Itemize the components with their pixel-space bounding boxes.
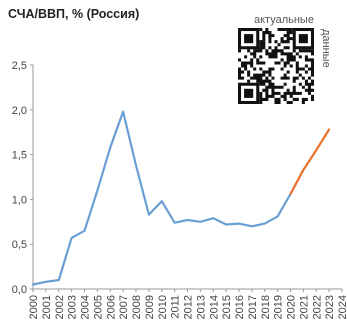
y-tick-label: 2,0 [12, 105, 27, 117]
y-tick-label: 1,0 [12, 194, 27, 206]
qr-finder-inner [244, 88, 254, 98]
chart-title: СЧА/ВВП, % (Россия) [8, 7, 140, 21]
x-axis-ticks: 2000 2001 2002 2003 2004 2005 2006 2007 2008 2009… [28, 289, 347, 319]
x-tick-label: 2022 [311, 295, 323, 319]
x-tick-label: 2002 [54, 295, 66, 319]
y-tick-label: 2,5 [12, 60, 27, 72]
x-tick-label: 2024 [337, 295, 347, 319]
y-tick-label: 0,0 [12, 284, 27, 296]
x-tick-label: 2016 [234, 295, 246, 319]
x-tick-label: 2009 [144, 295, 156, 319]
y-tick-label: 1,5 [12, 150, 27, 162]
x-tick-label: 2012 [183, 295, 195, 319]
y-axis-ticks: 0,0 0,5 1,0 1,5 2,0 2,5 [12, 60, 33, 296]
x-tick-label: 2001 [41, 295, 53, 319]
x-tick-label: 2015 [221, 295, 233, 319]
x-tick-label: 2011 [170, 295, 182, 319]
qr-finder-inner [298, 34, 308, 44]
x-tick-label: 2003 [67, 295, 79, 319]
x-tick-label: 2019 [273, 295, 285, 319]
x-tick-label: 2007 [118, 295, 130, 319]
x-tick-label: 2014 [208, 295, 220, 319]
x-tick-label: 2010 [157, 295, 169, 319]
history-series-line [31, 110, 292, 286]
x-tick-label: 2018 [260, 295, 272, 319]
series-lines [31, 110, 331, 286]
qr-modules [238, 28, 314, 104]
x-tick-label: 2005 [92, 295, 104, 319]
x-tick-label: 2020 [286, 295, 298, 319]
qr-code-icon[interactable] [238, 28, 314, 104]
qr-caption-vertical: данные [320, 29, 332, 68]
x-tick-label: 2021 [298, 295, 310, 319]
qr-caption: актуальные [254, 14, 314, 26]
x-tick-label: 2004 [80, 295, 92, 319]
x-tick-label: 2000 [28, 295, 40, 319]
x-tick-label: 2013 [195, 295, 207, 319]
x-tick-label: 2017 [247, 295, 259, 319]
x-tick-label: 2006 [105, 295, 117, 319]
qr-finder-inner [244, 34, 254, 44]
forecast-series-line [289, 128, 331, 196]
x-tick-label: 2023 [324, 295, 336, 319]
y-tick-label: 0,5 [12, 239, 27, 251]
x-tick-label: 2008 [131, 295, 143, 319]
